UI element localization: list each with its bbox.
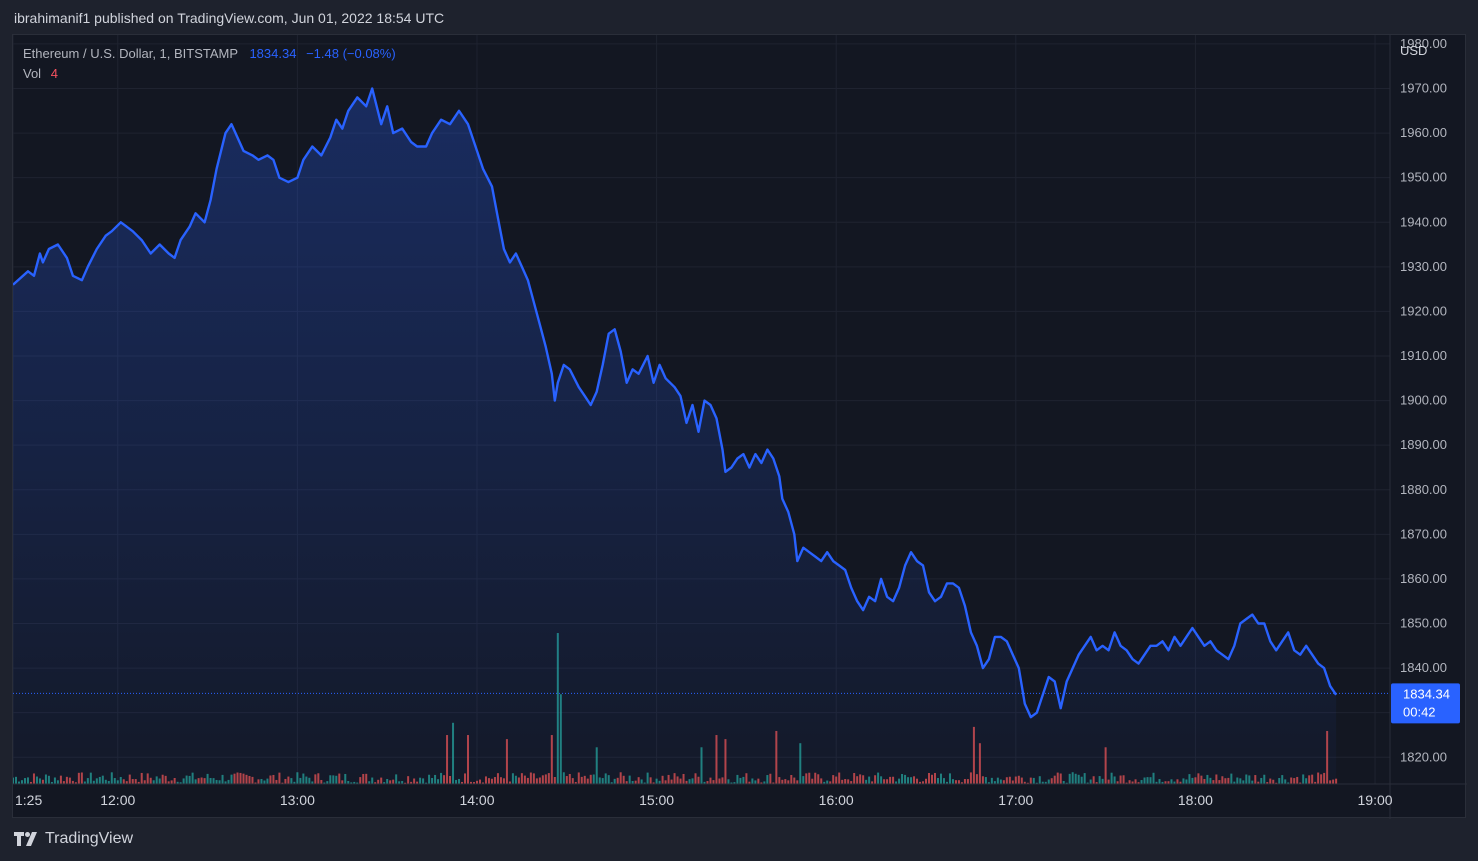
- legend-change: −1.48 (−0.08%): [306, 46, 396, 61]
- price-tick-label: 1950.00: [1400, 170, 1447, 185]
- time-tick-label: 13:00: [280, 792, 315, 808]
- price-tick-label: 1850.00: [1400, 616, 1447, 631]
- time-tick-label: 17:00: [998, 792, 1033, 808]
- price-tick-label: 1870.00: [1400, 526, 1447, 541]
- time-tick-label: 15:00: [639, 792, 674, 808]
- tradingview-logo-icon: [14, 832, 37, 846]
- time-tick-label: 12:00: [100, 792, 135, 808]
- symbol-title[interactable]: Ethereum / U.S. Dollar, 1, BITSTAMP: [23, 46, 238, 61]
- price-area-fill: [13, 88, 1337, 784]
- time-tick-label: 19:00: [1358, 792, 1393, 808]
- price-chart[interactable]: 1820.001830.001840.001850.001860.001870.…: [13, 35, 1467, 819]
- chart-legend[interactable]: Ethereum / U.S. Dollar, 1, BITSTAMP 1834…: [23, 46, 396, 86]
- publisher-line: ibrahimanif1 published on TradingView.co…: [14, 10, 445, 26]
- chart-pane[interactable]: 1820.001830.001840.001850.001860.001870.…: [12, 34, 1467, 819]
- price-tick-label: 1910.00: [1400, 348, 1447, 363]
- price-tick-label: 1920.00: [1400, 303, 1447, 318]
- time-tick-label: 16:00: [819, 792, 854, 808]
- price-tick-label: 1970.00: [1400, 81, 1447, 96]
- price-tick-label: 1930.00: [1400, 259, 1447, 274]
- countdown-label: 00:42: [1403, 704, 1436, 719]
- volume-indicator-value: 4: [50, 66, 58, 81]
- price-tick-label: 1890.00: [1400, 437, 1447, 452]
- time-tick-label: 14:00: [459, 792, 494, 808]
- price-tick-label: 1820.00: [1400, 749, 1447, 764]
- price-tick-label: 1840.00: [1400, 660, 1447, 675]
- price-tick-label: 1880.00: [1400, 482, 1447, 497]
- price-tick-label: 1960.00: [1400, 125, 1447, 140]
- legend-last-price: 1834.34: [249, 46, 297, 61]
- price-tick-label: 1980.00: [1400, 36, 1447, 51]
- price-tick-label: 1940.00: [1400, 214, 1447, 229]
- price-line: [13, 87, 1338, 719]
- price-tick-label: 1860.00: [1400, 571, 1447, 586]
- time-tick-label: 1:25: [15, 792, 42, 808]
- brand-label: TradingView: [45, 830, 134, 847]
- last-price-tag: 1834.34 00:42: [1391, 683, 1460, 724]
- last-price-label: 1834.34: [1403, 686, 1450, 701]
- currency-label: USD: [1400, 43, 1427, 58]
- tradingview-logo[interactable]: TradingView: [14, 830, 133, 848]
- time-tick-label: 18:00: [1178, 792, 1213, 808]
- volume-bar: [1335, 778, 1338, 784]
- volume-indicator-label[interactable]: Vol: [23, 66, 42, 81]
- time-axis[interactable]: 1:25 12:00 13:00 14:00 15:00 16:00 17:00 18:00 1…: [15, 792, 1393, 808]
- price-axis[interactable]: 1820.001830.001840.001850.001860.001870.…: [1400, 36, 1447, 764]
- price-tick-label: 1900.00: [1400, 393, 1447, 408]
